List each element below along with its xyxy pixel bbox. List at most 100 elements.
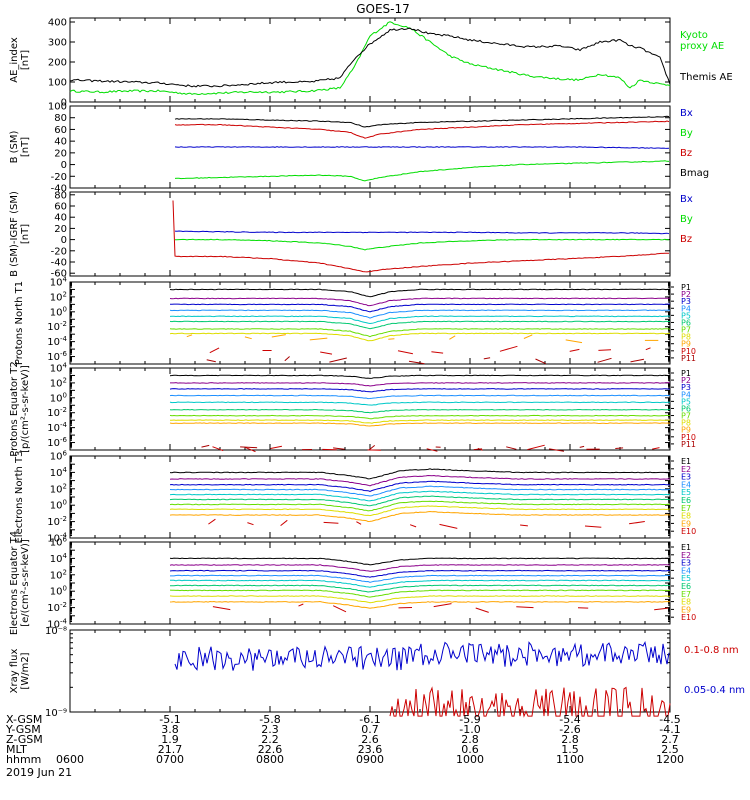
legend-label: P1 [681,283,691,292]
series-line-0.1-0.8-nm [389,686,671,718]
series-line-e4 [170,574,671,583]
footer-row-label: Y-GSM [5,723,41,736]
legend-label: E10 [681,527,696,536]
legend-label: P9 [681,340,691,349]
series-line-p3 [169,388,671,393]
series-line-by [174,160,670,182]
panel-8: 10⁻⁸ 10⁻⁹ Xray flux[W/m2] 0.1-0.8 nm 0.05-0.… [9,626,745,719]
legend-label: E2 [681,551,691,560]
y-tick-label: 10-4 [47,421,67,434]
y-axis-label: Protons North T1 [14,281,25,365]
series-line-p10 [652,447,660,450]
series-line-p6 [169,320,671,330]
y-tick-label: 102 [50,376,67,389]
series-line-p1 [169,374,671,379]
series-line-e7 [169,500,671,512]
series-line-bx [174,230,670,235]
legend-label: P7 [681,412,691,421]
y-tick-label: 104 [50,276,68,289]
series-line-p10 [645,347,651,351]
legend-label: Bmag [680,168,709,179]
legend-label: proxy AE [680,41,724,52]
series-line-p11 [483,357,491,360]
y-tick-label: 106 [50,536,68,549]
series-line-e10 [439,523,458,529]
legend-label: P7 [681,326,691,335]
y-axis-label: Xray flux[W/m2] [9,649,31,694]
footer-row-value: 1200 [656,753,684,766]
series-line-bmag [174,115,670,128]
series-line-e3 [169,569,671,578]
series-line-p11 [368,445,376,451]
legend-label: P8 [681,333,691,342]
footer-row-label: Z-GSM [6,733,43,746]
panel-7: 10-4 10-2 100 102 104 106 Electrons Equator T4… [9,531,696,635]
y-tick-label: -40 [51,258,67,269]
panel-frame [69,191,671,277]
footer-row-value: 2.8 [561,733,579,746]
legend-label: Bz [680,148,692,159]
series-line-p11 [329,357,347,363]
footer-row-label: hhmm [6,753,41,766]
y-axis-label: Protons Equator T2[p/(cm²-s-sr-keV)] [9,361,31,457]
legend-label: P10 [681,347,696,356]
series-line-e10 [654,607,669,611]
series-line-p10 [569,348,580,352]
series-line-e1 [169,557,671,566]
legend-label: P3 [681,383,691,392]
series-line-p11 [240,446,258,449]
series-line-e2 [169,474,671,487]
series-line-e9 [169,600,671,609]
y-tick-label: -20 [51,172,67,183]
y-tick-label: 102 [50,568,67,581]
footer-row-value: 0800 [256,753,284,766]
series-line-p11 [473,448,483,451]
y-tick-label: 10-4 [47,618,67,631]
footer-row-value: 1.5 [561,743,579,756]
legend-label: E4 [681,566,691,575]
y-axis-label: AE_index[nT] [9,37,31,83]
legend-label: P3 [681,297,691,306]
y-tick-label: 102 [50,290,67,303]
series-line-e10 [280,519,288,526]
legend-label: E9 [681,605,691,614]
series-line-p10 [527,444,545,451]
footer-row-value: 2.7 [661,733,679,746]
y-tick-label: 60 [54,202,67,213]
footer-row-label: X-GSM [6,713,42,726]
footer-row-value: -1.0 [459,723,480,736]
y-tick-label: 102 [50,482,67,495]
legend-label: Bx [680,194,693,205]
footer-row-value: 2.2 [261,733,279,746]
footer-row-value: -5.1 [159,713,180,726]
y-tick-label: 104 [50,362,68,375]
legend-label: By [680,128,693,139]
series-line-p9 [169,422,671,427]
legend-label: E8 [681,598,691,607]
panel-frame [69,541,671,625]
y-tick-label: 0 [61,160,67,171]
series-line-e10 [584,525,602,528]
y-axis-label: Electrons Equator T4[e/(cm²-s-sr-keV)] [9,531,31,635]
legend-label: E8 [681,512,691,521]
series-line-p11 [284,356,290,362]
footer-row-value: 1100 [556,753,584,766]
y-tick-label: 10-2 [47,406,67,419]
series-line-p9 [271,334,286,338]
legend-label: E1 [681,543,691,552]
y-tick-label: 100 [50,391,67,404]
legend-label: E9 [681,519,691,528]
y-tick-label: 80 [54,113,67,124]
legend-label: P2 [681,376,691,385]
series-line-p6 [169,408,671,414]
series-line-p11 [579,445,585,448]
series-line-e10 [212,606,231,611]
y-axis-label: B (SM)[nT] [9,130,31,163]
legend-label: E7 [681,590,691,599]
series-line-e8 [169,505,671,517]
series-line-p9 [186,334,193,338]
legend-label: 0.05-0.4 nm [684,685,745,696]
legend-label: By [680,214,693,225]
series-line-bz [172,200,669,273]
